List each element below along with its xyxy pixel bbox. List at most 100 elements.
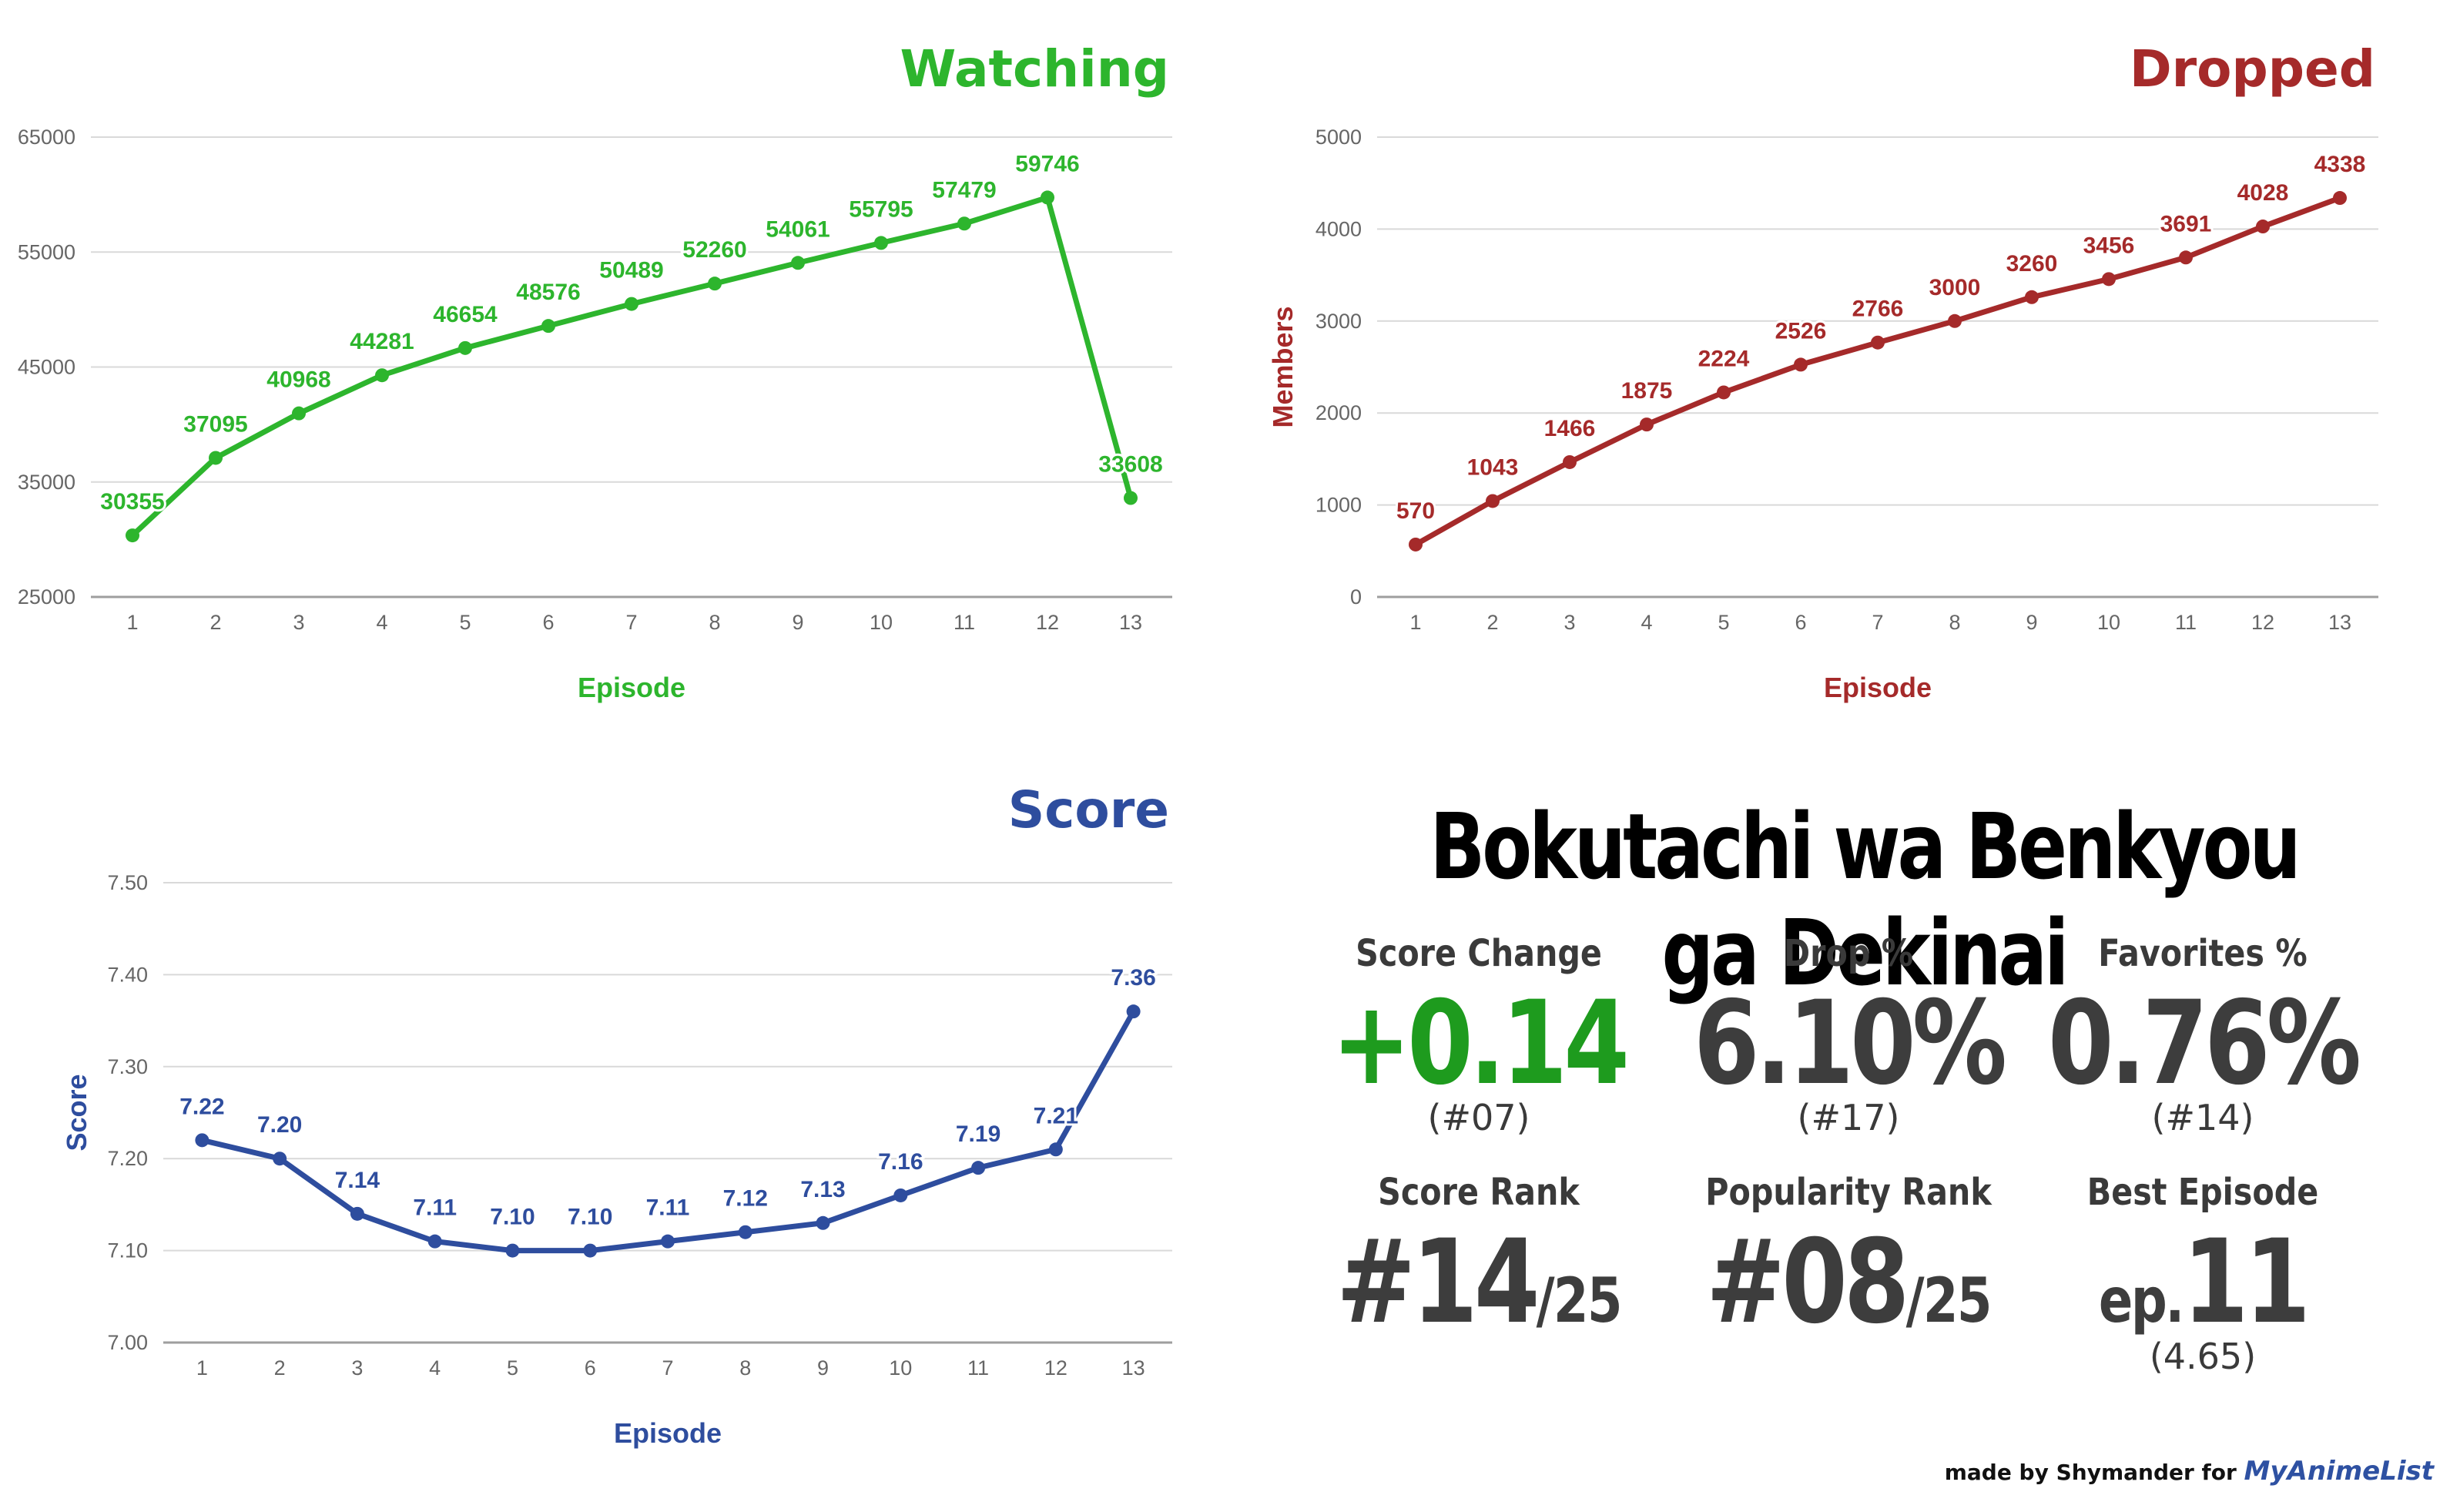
dropped-x-tick-label: 6: [1795, 611, 1806, 634]
watching-data-point: [292, 406, 306, 421]
anime-title: Bokutachi wa Benkyou ga Dekinai: [1429, 793, 2301, 1006]
favorites-pct-stat: Favorites % 0.76% (#14): [2003, 932, 2403, 1138]
watching-data-label: 46654: [433, 302, 498, 327]
watching-chart-title: Watching: [900, 39, 1170, 99]
dropped-x-tick-label: 4: [1641, 611, 1652, 634]
watching-y-tick-label: 55000: [18, 240, 75, 263]
favorites-pct-rank: (#14): [2151, 1097, 2254, 1138]
myanimelist-logo: MyAnimeList: [2244, 1456, 2434, 1487]
watching-x-tick-label: 9: [792, 611, 803, 634]
dropped-data-label: 2224: [1698, 346, 1750, 371]
score-data-label: 7.11: [646, 1195, 690, 1221]
score-rank-value: #14/25: [1315, 1225, 1643, 1340]
watching-chart: Watching 25000 35000 45000 55000 65000 1 2 3 4 5 6 7…: [0, 0, 1232, 739]
watching-data-point: [375, 368, 389, 383]
score-change-value: +0.14: [1332, 977, 1630, 1111]
dropped-x-tick-label: 8: [1949, 611, 1960, 634]
score-x-tick-label: 9: [817, 1356, 829, 1380]
drop-pct-stat: Drop % 6.10% (#17): [1648, 932, 2049, 1138]
best-episode-value: ep.11: [2039, 1225, 2367, 1340]
dropped-data-label: 1043: [1467, 454, 1519, 480]
best-episode-stat: Best Episode ep.11 (4.65): [2003, 1171, 2403, 1377]
score-data-point: [738, 1225, 752, 1239]
watching-data-point: [1041, 190, 1054, 205]
watching-x-tick-label: 5: [459, 611, 471, 634]
watching-data-label: 33608: [1098, 452, 1162, 478]
score-data-point: [350, 1206, 364, 1221]
watching-x-tick-label: 6: [542, 611, 554, 634]
watching-y-tick-label: 25000: [18, 585, 75, 608]
watching-x-tick-label: 13: [1119, 611, 1142, 634]
score-y-tick-label: 7.00: [107, 1331, 148, 1354]
watching-y-tick-label: 35000: [18, 471, 75, 494]
score-data-label: 7.11: [413, 1195, 457, 1221]
dropped-x-tick-label: 1: [1409, 611, 1421, 634]
score-change-rank: (#07): [1427, 1097, 1530, 1138]
dropped-y-axis-label: Members: [1267, 306, 1299, 427]
score-data-label: 7.12: [723, 1186, 768, 1212]
dropped-data-label: 4028: [2237, 180, 2289, 206]
score-x-tick-label: 1: [196, 1356, 208, 1380]
score-x-tick-label: 4: [429, 1356, 441, 1380]
score-rank-label: Score Rank: [1378, 1171, 1580, 1214]
score-data-point: [427, 1234, 442, 1249]
score-data-label: 7.22: [179, 1094, 224, 1119]
best-episode-prefix: ep.: [2098, 1265, 2184, 1336]
score-x-tick-label: 7: [662, 1356, 673, 1380]
watching-y-tick-label: 45000: [18, 356, 75, 379]
score-data-label: 7.16: [878, 1149, 923, 1175]
dropped-y-tick-label: 1000: [1315, 494, 1362, 517]
watching-x-tick-label: 7: [625, 611, 637, 634]
score-y-tick-label: 7.40: [107, 963, 148, 986]
score-x-tick-label: 3: [351, 1356, 363, 1380]
dropped-chart-title: Dropped: [2130, 39, 2375, 99]
score-x-tick-label: 13: [1122, 1356, 1145, 1380]
watching-x-tick-label: 11: [954, 611, 975, 634]
score-data-point: [816, 1215, 830, 1230]
dropped-data-point: [1948, 313, 1962, 328]
watching-x-tick-label: 1: [126, 611, 138, 634]
watching-data-label: 40968: [266, 367, 330, 393]
dropped-data-point: [2333, 191, 2347, 206]
watching-data-label: 52260: [682, 237, 746, 263]
score-x-tick-label: 12: [1044, 1356, 1067, 1380]
dropped-y-tick-label: 2000: [1315, 401, 1362, 424]
dropped-data-point: [1794, 357, 1808, 372]
dropped-data-label: 2526: [1775, 318, 1827, 344]
watching-x-tick-label: 2: [209, 611, 221, 634]
score-data-label: 7.10: [568, 1205, 612, 1230]
dropped-x-tick-label: 2: [1486, 611, 1498, 634]
drop-pct-value: 6.10%: [1693, 977, 2007, 1111]
score-chart-title: Score: [1008, 780, 1169, 840]
score-change-label: Score Change: [1356, 932, 1602, 975]
score-data-label: 7.13: [800, 1177, 845, 1202]
watching-x-tick-label: 12: [1036, 611, 1059, 634]
score-data-point: [273, 1152, 287, 1166]
watching-data-point: [874, 236, 888, 250]
watching-data-label: 54061: [766, 216, 830, 242]
dropped-x-tick-label: 13: [2328, 611, 2351, 634]
watching-x-tick-label: 10: [870, 611, 893, 634]
dropped-data-point: [1717, 385, 1731, 400]
popularity-rank-value: #08/25: [1684, 1225, 2013, 1340]
score-y-tick-label: 7.30: [107, 1055, 148, 1078]
dropped-data-label: 1466: [1544, 416, 1596, 441]
watching-data-label: 57479: [932, 177, 996, 203]
watching-data-label: 50489: [599, 258, 663, 283]
dropped-data-label: 3456: [2083, 233, 2135, 258]
dropped-x-tick-label: 3: [1564, 611, 1575, 634]
best-episode-number: 11: [2182, 1215, 2311, 1349]
score-x-tick-label: 2: [274, 1356, 286, 1380]
score-data-point: [505, 1243, 520, 1258]
watching-data-point: [458, 340, 472, 355]
dropped-data-point: [1871, 335, 1885, 350]
dropped-data-point: [2179, 250, 2193, 265]
watching-data-label: 30355: [100, 489, 164, 515]
dropped-x-tick-label: 12: [2251, 611, 2274, 634]
watching-data-label: 55795: [849, 196, 913, 222]
watching-x-tick-label: 8: [709, 611, 720, 634]
watching-y-tick-label: 65000: [18, 126, 75, 149]
